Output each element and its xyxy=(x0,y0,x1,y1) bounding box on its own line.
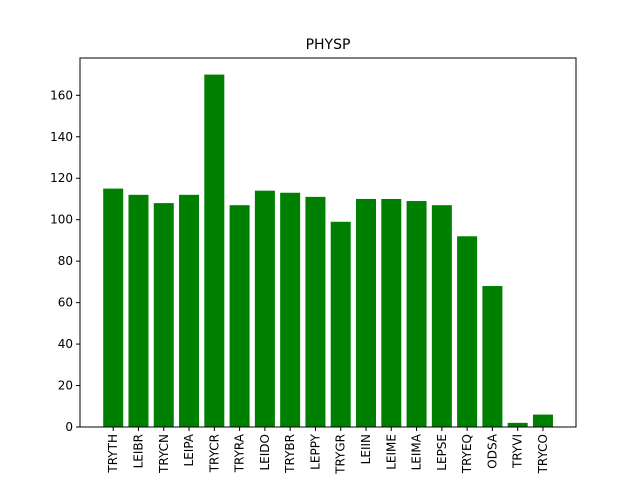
y-tick-label: 160 xyxy=(50,88,73,102)
bar-trybr xyxy=(280,192,301,427)
bar-leido xyxy=(254,190,275,427)
bar-tryco xyxy=(532,414,553,427)
x-tick-label: TRYGR xyxy=(334,434,348,475)
x-tick-label: TRYRA xyxy=(233,433,247,473)
bar-trycn xyxy=(153,203,174,427)
y-tick-label: 80 xyxy=(58,254,73,268)
bar-trycr xyxy=(204,74,225,427)
y-tick-label: 140 xyxy=(50,130,73,144)
y-tick-label: 100 xyxy=(50,213,73,227)
bar-tryra xyxy=(229,205,250,427)
x-tick-label: LEIMA xyxy=(410,433,424,470)
bar-leipa xyxy=(179,194,200,427)
chart-title: PHYSP xyxy=(306,37,351,53)
bar-tryeq xyxy=(457,236,478,427)
x-tick-label: TRYEQ xyxy=(460,434,474,474)
x-tick-label: LEIIN xyxy=(359,434,373,464)
bar-leima xyxy=(406,201,427,427)
x-axis: TRYTH LEIBR TRYCN LEIPA TRYCR TRYRA LEIDO TRYBR… xyxy=(106,427,550,475)
y-tick-label: 60 xyxy=(58,296,73,310)
x-tick-label: LEIPA xyxy=(182,433,196,466)
x-tick-label: LEIBR xyxy=(131,434,145,468)
bar-leiin xyxy=(356,198,376,427)
x-tick-label: TRYCO xyxy=(536,434,550,474)
x-tick-label: LEIDO xyxy=(258,434,272,471)
x-tick-label: LEPPY xyxy=(308,433,322,469)
bar-tryvi xyxy=(507,422,528,427)
x-tick-label: TRYBR xyxy=(283,434,297,474)
bars-layer xyxy=(103,74,553,427)
bar-leibr xyxy=(128,194,149,427)
plot-frame xyxy=(79,57,577,428)
y-axis: 0 20 40 60 80 100 120 140 160 xyxy=(50,88,80,434)
x-tick-label: LEPSE xyxy=(435,434,449,471)
y-tick-label: 20 xyxy=(58,379,73,393)
bar-leppy xyxy=(305,196,326,427)
bar-odsa xyxy=(482,286,503,427)
x-tick-label: ODSA xyxy=(485,433,499,469)
bar-leime xyxy=(381,198,402,427)
x-tick-label: TRYVI xyxy=(511,434,525,469)
y-tick-label: 0 xyxy=(65,420,73,434)
x-tick-label: LEIME xyxy=(384,434,398,470)
bar-tryth xyxy=(103,188,124,427)
x-tick-label: TRYCN xyxy=(157,434,171,474)
x-tick-label: TRYTH xyxy=(106,434,120,474)
bar-lepse xyxy=(431,205,452,427)
y-tick-label: 40 xyxy=(58,337,73,351)
x-tick-label: TRYCR xyxy=(207,434,221,473)
bar-trygr xyxy=(330,221,351,427)
y-tick-label: 120 xyxy=(50,171,73,185)
